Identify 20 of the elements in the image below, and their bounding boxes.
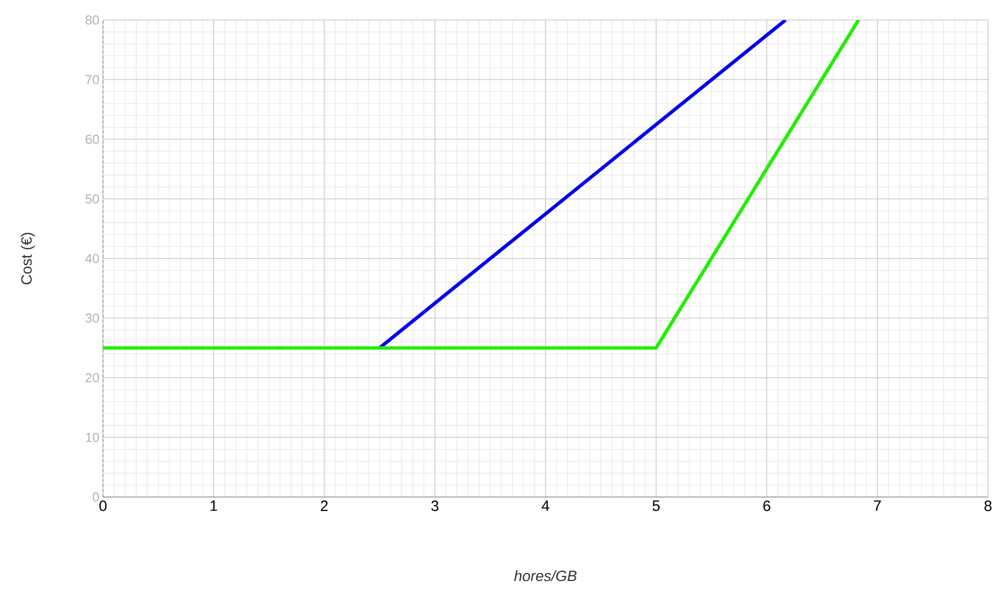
y-tick-label: 80 (86, 15, 99, 25)
y-tick-label: 30 (86, 314, 99, 323)
x-axis-title: hores/GB (514, 570, 577, 582)
x-tick-label: 4 (542, 500, 550, 511)
y-tick-label: 0 (92, 492, 99, 502)
x-tick-label: 7 (874, 500, 881, 511)
x-tick-label: 0 (99, 500, 107, 512)
x-tick-label: 6 (763, 500, 770, 512)
y-tick-label: 10 (86, 432, 99, 442)
y-tick-label: 60 (86, 134, 99, 144)
x-tick-label: 3 (431, 500, 438, 512)
x-tick-label: 1 (210, 500, 218, 511)
y-tick-label: 40 (85, 254, 99, 264)
y-tick-label: 70 (86, 75, 99, 84)
y-tick-label: 20 (86, 373, 99, 382)
y-axis-title: Cost (€) (20, 232, 35, 284)
x-tick-label: 8 (984, 500, 992, 512)
y-tick-label: 50 (86, 194, 99, 204)
x-tick-label: 2 (320, 500, 328, 511)
x-tick-label: 5 (652, 500, 660, 511)
